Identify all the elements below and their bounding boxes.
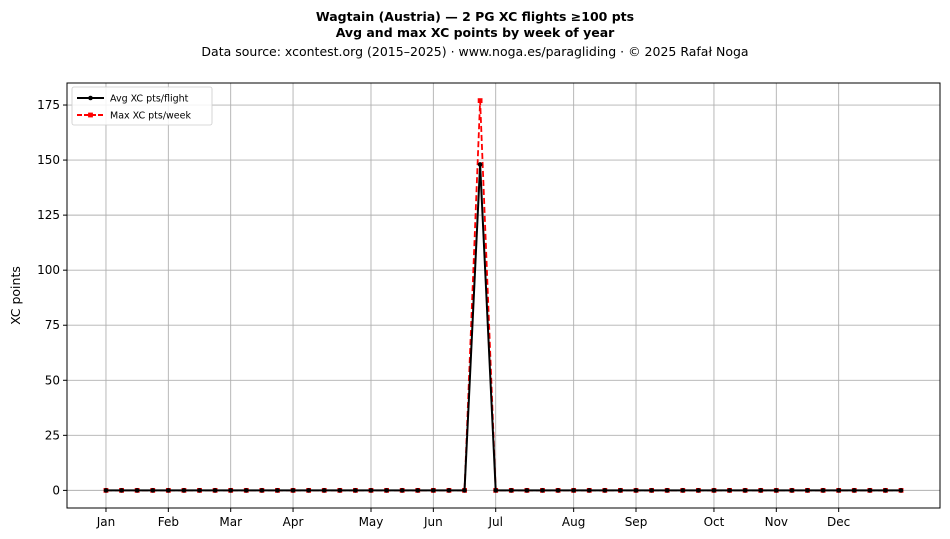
- y-tick-label: 0: [52, 483, 60, 497]
- plot-frame: [66, 82, 941, 509]
- legend: Avg XC pts/flight Max XC pts/week: [71, 86, 213, 126]
- avg-point: [446, 488, 452, 493]
- avg-point: [711, 488, 717, 493]
- legend-entry-max: Max XC pts/week: [77, 111, 191, 122]
- y-tick-label: 125: [37, 208, 60, 222]
- legend-label: Max XC pts/week: [110, 111, 191, 122]
- avg-point: [150, 488, 156, 493]
- avg-point: [758, 488, 764, 493]
- y-axis-label: XC points: [8, 266, 23, 325]
- series-avg: [103, 162, 904, 493]
- series-line-avg: [105, 163, 902, 492]
- avg-point: [851, 488, 857, 493]
- avg-point: [524, 488, 530, 493]
- y-tick-label: 100: [37, 263, 60, 277]
- avg-point: [508, 488, 514, 493]
- avg-point: [462, 488, 467, 493]
- avg-point: [805, 488, 810, 493]
- avg-point: [540, 488, 545, 493]
- avg-point: [353, 488, 358, 493]
- legend-label: Avg XC pts/flight: [110, 94, 189, 105]
- x-tick-label-may: May: [359, 515, 384, 529]
- avg-point: [555, 488, 561, 493]
- x-tick-label-feb: Feb: [158, 515, 179, 529]
- avg-point: [399, 488, 405, 493]
- avg-point: [337, 488, 343, 493]
- x-tick-label-oct: Oct: [704, 515, 725, 529]
- avg-point: [212, 488, 218, 493]
- avg-point: [259, 488, 265, 493]
- y-tick-label: 75: [45, 318, 60, 332]
- avg-point: [649, 488, 654, 493]
- x-tick-label-sep: Sep: [625, 515, 648, 529]
- x-tick-label-jan: Jan: [96, 515, 116, 529]
- y-tick-label: 25: [45, 428, 60, 442]
- avg-point: [103, 488, 109, 493]
- avg-point: [742, 488, 748, 493]
- avg-point: [290, 488, 296, 493]
- avg-point: [820, 488, 826, 493]
- grid: [67, 83, 940, 508]
- avg-point: [789, 488, 795, 493]
- chart-subtitle: Data source: xcontest.org (2015–2025) · …: [201, 44, 748, 59]
- x-tick-label-jun: Jun: [423, 515, 443, 529]
- x-tick-label-apr: Apr: [283, 515, 304, 529]
- avg-point: [586, 488, 592, 493]
- series-line-max: [105, 99, 902, 492]
- avg-point: [243, 488, 249, 493]
- avg-point: [368, 488, 374, 493]
- avg-point: [774, 488, 779, 493]
- ticks: 0 25 50 75 100 125 150 175 Jan Feb Mar Apr May Jun Jul…: [37, 98, 850, 529]
- avg-point: [618, 488, 623, 493]
- avg-point: [119, 488, 124, 493]
- x-tick-label-mar: Mar: [219, 515, 242, 529]
- x-tick-label-jul: Jul: [487, 515, 502, 529]
- avg-point: [680, 488, 686, 493]
- avg-point: [228, 488, 233, 493]
- avg-point: [602, 488, 608, 493]
- avg-point: [898, 488, 904, 493]
- avg-point: [664, 488, 670, 493]
- avg-point: [571, 488, 576, 493]
- chart-title-line-1: Wagtain (Austria) — 2 PG XC flights ≥100…: [316, 9, 634, 24]
- series-max: [103, 98, 904, 493]
- x-tick-label-aug: Aug: [562, 515, 585, 529]
- series-layer: [103, 98, 904, 493]
- avg-point: [134, 488, 140, 493]
- avg-point: [415, 488, 421, 493]
- x-tick-label-nov: Nov: [765, 515, 788, 529]
- avg-point: [727, 488, 732, 493]
- avg-point: [493, 488, 499, 493]
- avg-point: [166, 488, 171, 493]
- avg-point: [633, 488, 639, 493]
- avg-point: [696, 488, 701, 493]
- avg-point: [181, 488, 187, 493]
- legend-swatch-marker: [88, 112, 93, 118]
- avg-point: [477, 162, 483, 167]
- avg-point: [431, 488, 436, 493]
- y-tick-label: 50: [45, 373, 60, 387]
- avg-point: [321, 488, 327, 493]
- max-point: [477, 98, 483, 104]
- avg-point: [867, 488, 873, 493]
- avg-point: [883, 488, 888, 493]
- avg-point: [836, 488, 841, 493]
- y-tick-label: 175: [37, 98, 60, 112]
- legend-entry-avg: Avg XC pts/flight: [77, 94, 189, 105]
- avg-point: [197, 488, 202, 493]
- chart-title-line-2: Avg and max XC points by week of year: [336, 25, 615, 40]
- x-tick-label-dec: Dec: [827, 515, 850, 529]
- avg-point: [384, 488, 389, 493]
- y-tick-label: 150: [37, 153, 60, 167]
- avg-point: [275, 488, 280, 493]
- legend-box: [71, 86, 213, 126]
- legend-entries: Avg XC pts/flight Max XC pts/week: [77, 94, 191, 122]
- legend-swatch-marker: [88, 95, 93, 101]
- avg-point: [306, 488, 311, 493]
